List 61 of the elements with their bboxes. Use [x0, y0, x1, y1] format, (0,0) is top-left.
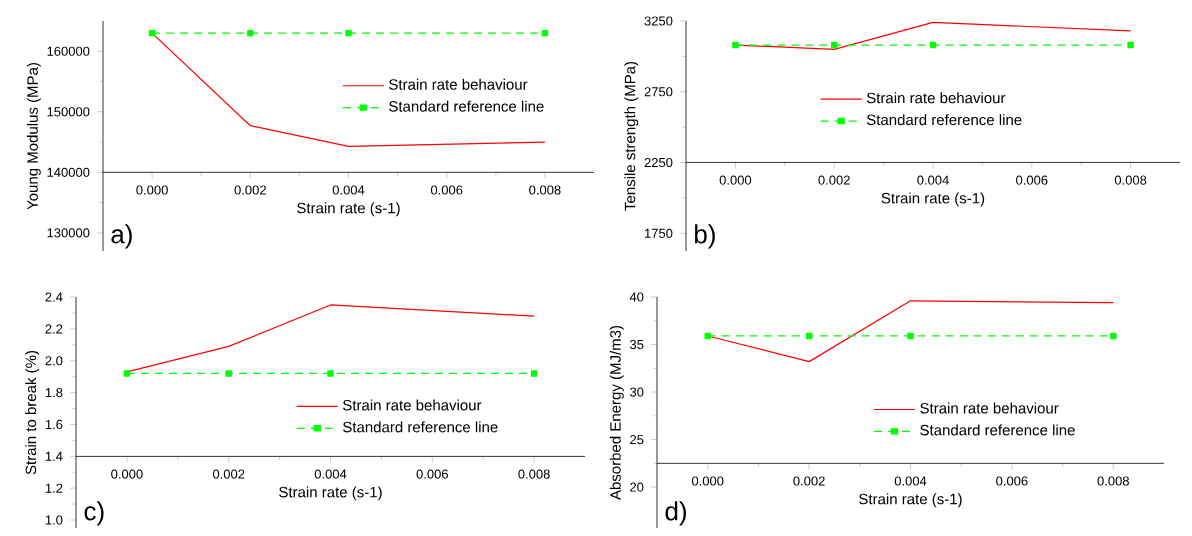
legend-label: Strain rate behaviour: [866, 92, 1006, 104]
legend-label: Strain rate behaviour: [389, 78, 528, 90]
y-tick-label: 40: [629, 292, 644, 302]
y-tick-label: 130000: [47, 228, 90, 238]
x-tick-label: 0.000: [719, 175, 752, 185]
y-tick-label: 35: [629, 339, 644, 350]
y-tick-label: 1.2: [45, 483, 63, 493]
x-axis-title: Strain rate (s-1): [279, 486, 382, 501]
y-axis-title: Young Modulus (MPa): [26, 63, 41, 210]
y-tick-label: 2.4: [45, 292, 63, 302]
legend-label: Standard reference line: [920, 424, 1075, 436]
y-tick-label: 1750: [645, 228, 673, 238]
x-tick-label: 0.006: [1016, 175, 1048, 185]
y-tick-label: 2250: [644, 157, 673, 168]
x-tick-label: 0.008: [518, 469, 550, 479]
x-tick-label: 0.008: [1114, 175, 1147, 185]
y-axis-title: Tensile strength (MPa): [624, 61, 639, 211]
y-axis-title: Strain to break (%): [25, 350, 40, 475]
legend-label: Standard reference line: [866, 114, 1022, 126]
y-tick-label: 1.6: [45, 419, 63, 430]
x-tick-label: 0.006: [996, 476, 1028, 486]
annotation: c): [84, 501, 104, 526]
legend-label: Strain rate behaviour: [343, 399, 482, 411]
x-tick-label: 0.004: [314, 469, 347, 479]
x-tick-label: 0.002: [818, 175, 850, 185]
x-tick-label: 0.002: [793, 476, 825, 486]
annotation: b): [695, 224, 715, 249]
x-axis-title: Strain rate (s-1): [297, 202, 400, 217]
y-axis-title: Absorbed Energy (MJ/m3): [609, 325, 624, 500]
y-tick-label: 2.0: [45, 356, 63, 366]
x-tick-label: 0.004: [917, 175, 949, 185]
y-tick-label: 3250: [644, 16, 673, 26]
x-tick-label: 0.006: [430, 185, 463, 195]
y-tick-label: 1.4: [45, 451, 63, 461]
y-tick-label: 2.2: [45, 324, 63, 334]
x-axis-title: Strain rate (s-1): [881, 192, 985, 207]
legend-label: Standard reference line: [343, 421, 498, 433]
y-tick-label: 160000: [47, 46, 90, 56]
y-tick-label: 30: [629, 387, 644, 397]
x-tick-label: 0.006: [416, 469, 448, 479]
x-tick-label: 0.002: [234, 185, 266, 195]
y-tick-label: 140000: [47, 167, 90, 177]
legend-label: Standard reference line: [389, 100, 544, 112]
annotation: a): [111, 224, 132, 249]
x-tick-label: 0.000: [111, 469, 143, 479]
x-tick-label: 0.004: [894, 476, 927, 486]
x-tick-label: 0.008: [529, 185, 561, 195]
x-tick-label: 0.008: [1097, 476, 1129, 486]
x-axis-title: Strain rate (s-1): [859, 493, 962, 508]
x-tick-label: 0.000: [691, 476, 724, 486]
y-tick-label: 1.0: [45, 515, 63, 525]
x-tick-label: 0.000: [136, 185, 168, 195]
legend-label: Strain rate behaviour: [920, 402, 1059, 414]
y-tick-label: 25: [630, 435, 644, 445]
y-tick-label: 1.8: [45, 387, 63, 398]
y-tick-label: 2750: [644, 87, 673, 97]
x-tick-label: 0.004: [332, 185, 365, 195]
annotation: d): [665, 501, 686, 526]
y-tick-label: 20: [630, 482, 644, 492]
y-tick-label: 150000: [47, 107, 90, 117]
x-tick-label: 0.002: [212, 469, 245, 479]
